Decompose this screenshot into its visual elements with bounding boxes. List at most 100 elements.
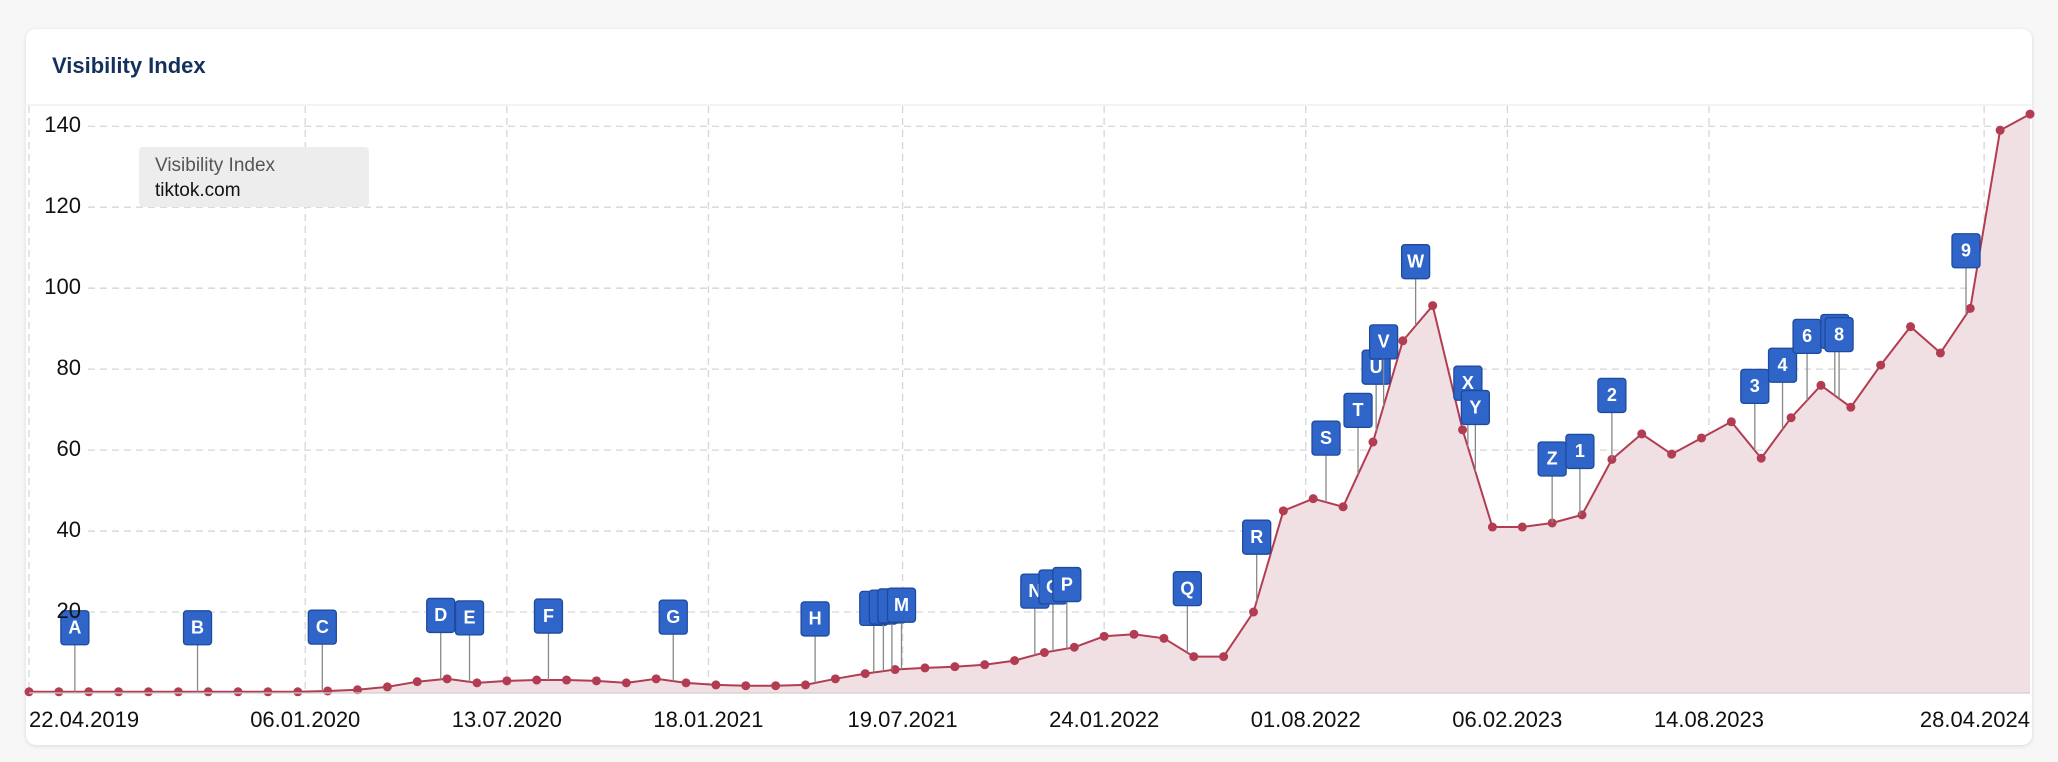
x-tick-label: 24.01.2022 [1049, 707, 1159, 732]
area [29, 114, 2030, 694]
point [1308, 494, 1318, 504]
point [562, 675, 572, 685]
point [1637, 429, 1647, 439]
point [711, 680, 721, 690]
y-tick-label: 100 [44, 274, 81, 299]
axes: 20 40 60 80 100 120 140 22.04.2019 06.01.2020 13.… [29, 112, 2030, 732]
event-label: E [464, 608, 476, 628]
event-flag: M [886, 587, 917, 670]
event-flag: G [658, 599, 688, 682]
chart-title: Visibility Index [52, 53, 206, 78]
y-tick-label: 60 [57, 436, 81, 461]
point [1577, 510, 1587, 520]
point [1219, 652, 1229, 662]
point [1726, 417, 1736, 427]
point [1039, 648, 1049, 658]
x-tick-label: 01.08.2022 [1251, 707, 1361, 732]
grid [28, 106, 2030, 693]
point [591, 676, 601, 686]
x-tick-label: 18.01.2021 [653, 707, 763, 732]
point [84, 687, 94, 697]
point [651, 674, 661, 684]
event-label: 6 [1802, 326, 1812, 346]
point [1756, 453, 1766, 463]
point [890, 665, 900, 675]
event-box [182, 610, 213, 646]
event-label: Y [1469, 397, 1481, 417]
point [830, 674, 840, 684]
event-flag: A [60, 610, 90, 692]
event-box [1460, 389, 1491, 426]
point [801, 680, 811, 690]
point [2025, 109, 2035, 119]
point [24, 687, 34, 697]
point [1069, 642, 1079, 652]
point [502, 676, 512, 686]
event-flag: W [1400, 244, 1431, 326]
x-tick-label: 28.04.2024 [1920, 707, 2030, 732]
event-box [1824, 316, 1854, 353]
x-tick-label: 22.04.2019 [29, 707, 139, 732]
events: ABCDEFGHJKLMNOPQRSTUVWXYZ12346789 [60, 233, 1981, 692]
event-box [1052, 566, 1082, 603]
event-label: 4 [1778, 355, 1788, 375]
point [293, 687, 303, 697]
point [233, 687, 243, 697]
event-flag: 8 [1824, 316, 1854, 399]
point [1965, 303, 1975, 313]
event-box [1597, 377, 1627, 414]
event-box [1368, 324, 1399, 360]
legend-box [139, 147, 369, 207]
point [1278, 506, 1288, 516]
point [382, 682, 392, 692]
event-label: R [1250, 527, 1263, 547]
event-label: B [191, 618, 204, 638]
plot [24, 109, 2035, 697]
event-label: 3 [1750, 376, 1760, 396]
event-label: C [316, 617, 329, 637]
event-box [1740, 368, 1770, 405]
point [1696, 433, 1706, 443]
point [771, 681, 781, 691]
point [323, 686, 333, 696]
event-flag: T [1343, 392, 1373, 475]
event-flag: 3 [1740, 368, 1770, 451]
point [1816, 380, 1826, 390]
point [1398, 336, 1408, 346]
point [1428, 301, 1438, 311]
event-box [1311, 420, 1341, 456]
event-box [1172, 571, 1203, 607]
y-tick-label: 140 [44, 112, 81, 137]
point [1995, 125, 2005, 135]
event-label: 9 [1961, 241, 1971, 261]
point [860, 669, 870, 679]
point [1487, 522, 1497, 532]
event-box [426, 597, 456, 634]
point [1876, 360, 1886, 370]
point [173, 687, 183, 697]
event-label: 1 [1575, 441, 1585, 461]
event-label: F [543, 606, 554, 626]
x-tick-label: 06.01.2020 [250, 707, 360, 732]
y-tick-label: 20 [57, 598, 81, 623]
point [741, 681, 751, 691]
point [532, 675, 542, 685]
event-flag: H [800, 601, 830, 683]
point [1129, 629, 1139, 639]
event-label: 8 [1834, 324, 1844, 344]
event-box [800, 601, 830, 637]
event-box [658, 599, 688, 635]
point [143, 687, 153, 697]
event-box [1767, 347, 1798, 383]
point [1786, 413, 1796, 423]
point [1517, 522, 1527, 532]
point [263, 687, 273, 697]
event-label: U [1370, 357, 1383, 377]
event-label: T [1353, 400, 1364, 420]
event-flag: Q [1172, 571, 1203, 653]
event-box [1242, 519, 1272, 555]
event-box [1565, 433, 1595, 470]
event-label: 2 [1607, 385, 1617, 405]
